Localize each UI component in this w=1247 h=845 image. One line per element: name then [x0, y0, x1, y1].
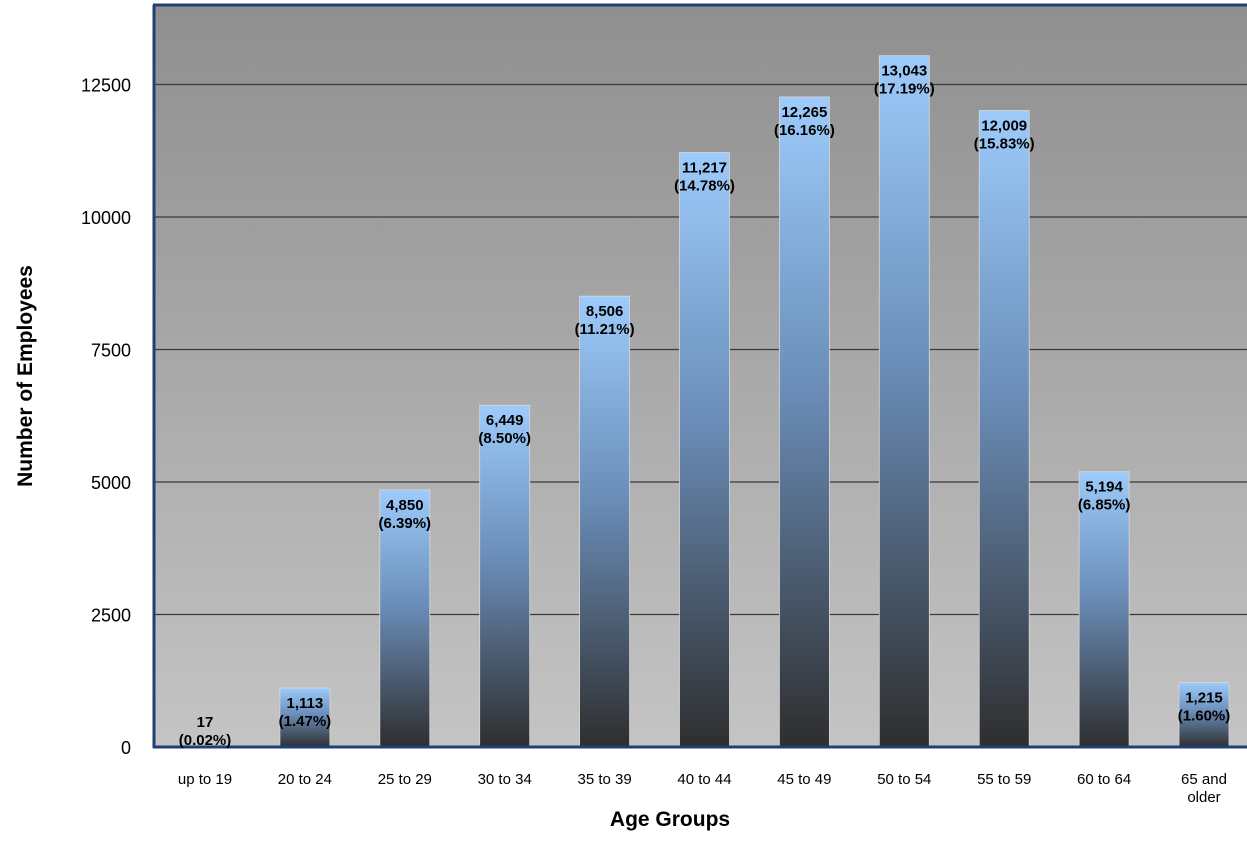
data-label-percent: (8.50%)	[478, 430, 531, 447]
bars	[179, 55, 1230, 748]
bar	[978, 110, 1030, 748]
data-labels: 17(0.02%) 1,113(1.47%) 4,850(6.39%) 6,449(8…	[179, 63, 1231, 749]
data-label-value: 11,217	[682, 159, 727, 176]
y-tick-label: 5000	[91, 473, 131, 493]
data-label-value: 1,215	[1185, 690, 1223, 707]
bar	[1078, 471, 1130, 748]
data-label-percent: (0.02%)	[179, 732, 232, 749]
y-tick-label: 12500	[81, 76, 131, 96]
y-tick-label: 0	[121, 738, 131, 758]
x-tick-label: 40 to 44	[677, 771, 731, 788]
data-label-value: 12,265	[781, 104, 827, 121]
bar	[779, 96, 830, 748]
y-tick-labels: 0 2500 5000 7500 10000 12500	[81, 76, 131, 759]
data-label-value: 8,506	[586, 303, 624, 320]
x-tick-label: 55 to 59	[977, 771, 1031, 788]
x-tick-label: 60 to 64	[1077, 771, 1131, 788]
data-label-value: 1,113	[287, 695, 324, 712]
x-tick-label: up to 19	[178, 771, 232, 788]
data-label-percent: (6.85%)	[1078, 497, 1131, 514]
data-label-percent: (15.83%)	[974, 136, 1035, 153]
data-label-value: 13,043	[881, 63, 927, 80]
bar	[679, 152, 730, 748]
data-label-percent: (11.21%)	[575, 321, 635, 338]
x-tick-labels: up to 19 20 to 24 25 to 29 30 to 34 35 to 39…	[178, 771, 1227, 806]
y-axis-title: Number of Employees	[14, 265, 37, 487]
bar	[579, 295, 630, 748]
data-label-percent: (1.47%)	[279, 713, 332, 730]
y-tick-label: 10000	[81, 208, 131, 228]
data-label-value: 4,850	[386, 497, 424, 514]
data-label-percent: (17.19%)	[874, 81, 935, 98]
x-tick-label: 45 to 49	[777, 771, 831, 788]
x-tick-label: 30 to 34	[478, 771, 532, 788]
x-tick-label: 25 to 29	[378, 771, 432, 788]
x-tick-label: 50 to 54	[877, 771, 931, 788]
bar	[1178, 682, 1230, 748]
data-label-value: 6,449	[486, 412, 524, 429]
bar	[479, 404, 531, 748]
axes	[152, 3, 1247, 749]
x-tick-label: 20 to 24	[278, 771, 332, 788]
bar	[878, 55, 930, 748]
data-label-percent: (16.16%)	[774, 122, 835, 139]
data-label-value: 5,194	[1085, 479, 1123, 496]
data-label-percent: (6.39%)	[379, 515, 432, 532]
x-tick-label: 65 and older	[1181, 771, 1227, 806]
bar	[379, 489, 431, 748]
x-tick-label: 35 to 39	[577, 771, 631, 788]
x-axis-title: Age Groups	[610, 808, 730, 831]
data-label-percent: (14.78%)	[674, 177, 735, 194]
data-label-value: 12,009	[981, 118, 1027, 135]
data-label-percent: (1.60%)	[1178, 708, 1231, 725]
y-tick-label: 2500	[91, 606, 131, 626]
y-tick-label: 7500	[91, 341, 131, 361]
data-label-value: 17	[197, 714, 214, 731]
